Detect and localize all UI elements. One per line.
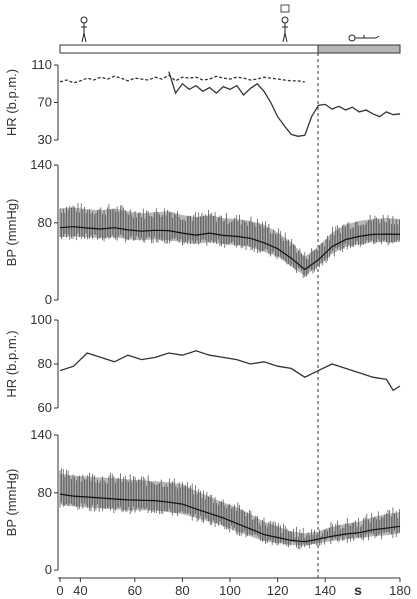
y-tick-label: 80	[38, 485, 52, 500]
y-tick-label: 30	[38, 132, 52, 147]
y-axis-label: BP (mmHg)	[4, 469, 19, 537]
y-axis-label: HR (b.p.m.)	[4, 330, 19, 397]
panel-bp-top: 140 80 0 BP (mmHg)	[4, 157, 401, 307]
y-tick-label: 70	[38, 95, 52, 110]
lying-person-icon	[348, 34, 380, 42]
x-tick-label: 40	[73, 583, 87, 598]
hr-series-line	[168, 71, 401, 137]
hr-series-line	[59, 74, 305, 84]
y-tick-label: 140	[30, 157, 52, 172]
standing-person-icon	[80, 16, 88, 43]
timeline-bar-supine	[317, 44, 401, 54]
y-axis-label: HR (b.p.m.)	[4, 69, 19, 136]
x-tick-label: 60	[128, 583, 142, 598]
y-tick-label: 0	[45, 562, 52, 577]
panel-hr-bottom: 100 80 60 HR (b.p.m.)	[4, 312, 401, 415]
y-axis-label: BP (mmHg)	[4, 199, 19, 267]
y-tick-label: 100	[30, 312, 52, 327]
x-tick-label: 0	[56, 583, 63, 598]
bp-mean-line	[59, 493, 401, 543]
y-tick-label: 140	[30, 427, 52, 442]
x-tick-label: 100	[219, 583, 241, 598]
y-tick-label: 0	[45, 292, 52, 307]
x-axis-unit: s	[354, 582, 362, 598]
hr-series-line	[59, 350, 401, 392]
y-tick-label: 110	[31, 57, 52, 72]
y-tick-label: 80	[38, 215, 52, 230]
panel-bp-bottom: 140 80 0 BP (mmHg)	[4, 427, 401, 577]
y-tick-label: 80	[38, 356, 52, 371]
x-tick-label: 120	[267, 583, 289, 598]
timeline-bar-upright	[59, 44, 319, 54]
y-tick-label: 60	[38, 400, 52, 415]
x-tick-label: 80	[175, 583, 189, 598]
x-tick-label: 180	[389, 583, 411, 598]
bp-mean-line	[59, 226, 401, 271]
x-tick-label: 140	[314, 583, 336, 598]
standing-person-thought-icon	[280, 4, 290, 43]
panel-hr-top: 110 70 30 HR (b.p.m.)	[4, 57, 401, 147]
